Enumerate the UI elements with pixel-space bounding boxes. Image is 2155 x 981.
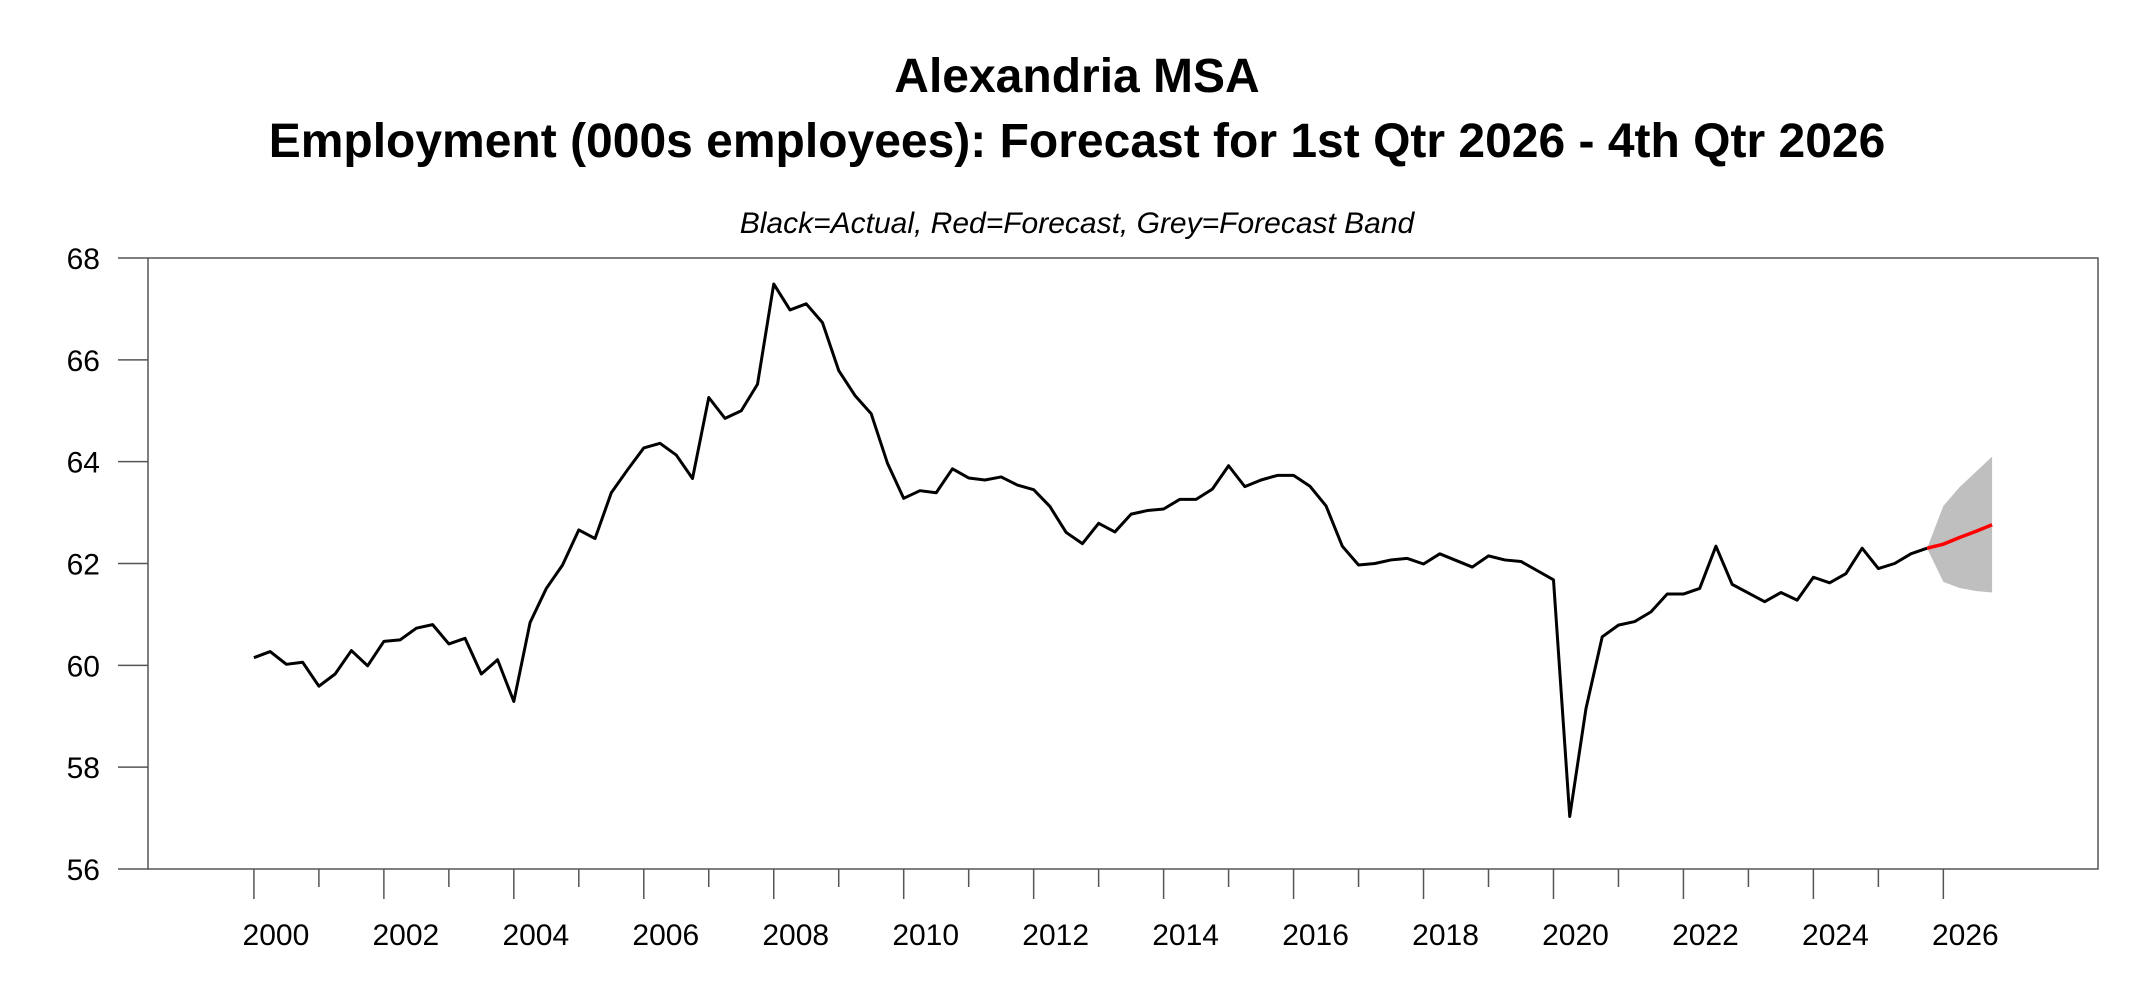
y-tick-label: 58: [67, 752, 100, 785]
x-tick-label: 2016: [1282, 919, 1349, 952]
x-tick-label: 2002: [372, 919, 439, 952]
chart-title: Alexandria MSA: [894, 50, 1259, 103]
y-tick-label: 66: [67, 345, 100, 378]
forecast-line: [1926, 523, 1993, 550]
series: [253, 282, 1993, 819]
x-tick-label: 2018: [1412, 919, 1479, 952]
x-tick-label: 2020: [1542, 919, 1609, 952]
x-tick-label: 2026: [1932, 919, 1999, 952]
x-tick-label: 2012: [1022, 919, 1089, 952]
y-tick-label: 56: [67, 854, 100, 887]
forecast-band: [1927, 456, 1993, 593]
x-tick-label: 2014: [1152, 919, 1219, 952]
chart-subtitle: Employment (000s employees): Forecast fo…: [269, 115, 1886, 168]
x-tick-label: 2004: [502, 919, 569, 952]
y-tick-label: 68: [67, 243, 100, 276]
x-tick-label: 2010: [892, 919, 959, 952]
x-tick-label: 2024: [1802, 919, 1869, 952]
plot-frame: [147, 257, 2099, 870]
x-tick-label: 2000: [243, 919, 310, 952]
actual-line: [253, 282, 1928, 819]
x-tick-label: 2008: [762, 919, 829, 952]
y-tick-label: 60: [67, 650, 100, 683]
y-tick-label: 64: [67, 447, 100, 480]
y-tick-label: 62: [67, 549, 100, 582]
axes: 56 58 60 62 64 66 68 2000 2002 2004 2006 2008 2010 20…: [67, 243, 1999, 952]
x-tick-label: 2022: [1672, 919, 1739, 952]
chart-legend-note: Black=Actual, Red=Forecast, Grey=Forecas…: [740, 207, 1416, 240]
x-tick-label: 2006: [632, 919, 699, 952]
